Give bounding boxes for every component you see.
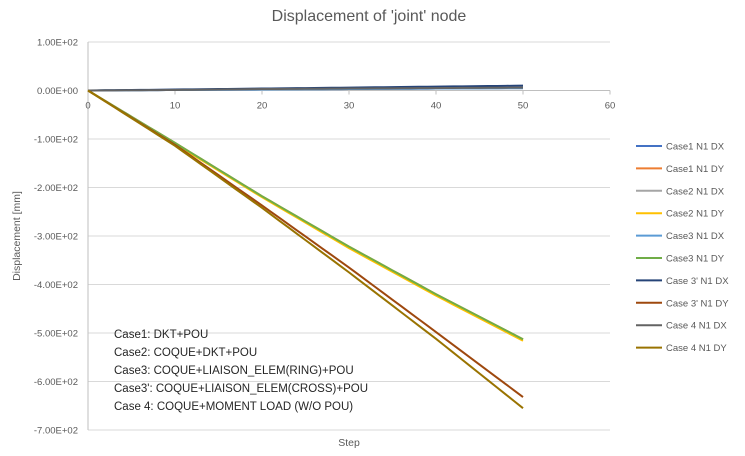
legend-label: Case1 N1 DY xyxy=(666,164,725,175)
x-axis-title: Step xyxy=(338,437,360,449)
annotation-line: Case3': COQUE+LIAISON_ELEM(CROSS)+POU xyxy=(114,383,368,395)
series-line-9 xyxy=(87,86,524,92)
legend-label: Case 3' N1 DX xyxy=(666,276,729,287)
legend-label: Case1 N1 DX xyxy=(666,142,725,153)
gridlines xyxy=(88,41,610,431)
x-tick-label: 10 xyxy=(170,101,181,112)
legend-label: Case 4 N1 DX xyxy=(666,321,727,332)
legend: Case1 N1 DX Case1 N1 DY Case2 N1 DX Case2 N… xyxy=(636,142,729,354)
series-lines xyxy=(87,84,524,409)
case-annotations: Case1: DKT+POU Case2: COQUE+DKT+POU Case3:… xyxy=(114,329,368,413)
x-tick-label: 40 xyxy=(431,101,442,112)
x-tick-label: 30 xyxy=(344,101,355,112)
series-line-10 xyxy=(87,89,524,409)
y-tick-label: 1.00E+02 xyxy=(37,38,78,49)
y-tick-labels: 1.00E+02 0.00E+00 -1.00E+02 -2.00E+02 -3.00E… xyxy=(34,38,78,437)
legend-label: Case2 N1 DX xyxy=(666,186,725,197)
legend-label: Case 4 N1 DY xyxy=(666,343,727,354)
chart-title: Displacement of 'joint' node xyxy=(272,8,467,25)
y-tick-label: -6.00E+02 xyxy=(34,377,78,388)
legend-label: Case3 N1 DY xyxy=(666,254,725,265)
y-tick-label: 0.00E+00 xyxy=(37,86,78,97)
y-tick-label: -1.00E+02 xyxy=(34,135,78,146)
y-tick-label: -7.00E+02 xyxy=(34,426,78,437)
x-tick-label: 20 xyxy=(257,101,268,112)
x-tick-label: 50 xyxy=(518,101,529,112)
legend-label: Case3 N1 DX xyxy=(666,231,725,242)
legend-label: Case 3' N1 DY xyxy=(666,298,729,309)
y-tick-label: -5.00E+02 xyxy=(34,329,78,340)
series-line-4 xyxy=(87,89,524,342)
annotation-line: Case1: DKT+POU xyxy=(114,329,208,341)
annotation-line: Case2: COQUE+DKT+POU xyxy=(114,347,257,359)
y-tick-label: -2.00E+02 xyxy=(34,183,78,194)
annotation-line: Case 4: COQUE+MOMENT LOAD (W/O POU) xyxy=(114,401,353,413)
y-tick-label: -4.00E+02 xyxy=(34,280,78,291)
series-line-2 xyxy=(87,89,524,341)
y-tick-label: -3.00E+02 xyxy=(34,232,78,243)
annotation-line: Case3: COQUE+LIAISON_ELEM(RING)+POU xyxy=(114,365,354,377)
x-tick-label: 60 xyxy=(605,101,616,112)
series-line-6 xyxy=(87,89,524,341)
x-tick-labels: 0 10 20 30 40 50 60 xyxy=(85,101,615,112)
legend-label: Case2 N1 DY xyxy=(666,209,725,220)
x-tick-label: 0 xyxy=(85,101,90,112)
y-axis-title: Displacement [mm] xyxy=(11,191,23,281)
